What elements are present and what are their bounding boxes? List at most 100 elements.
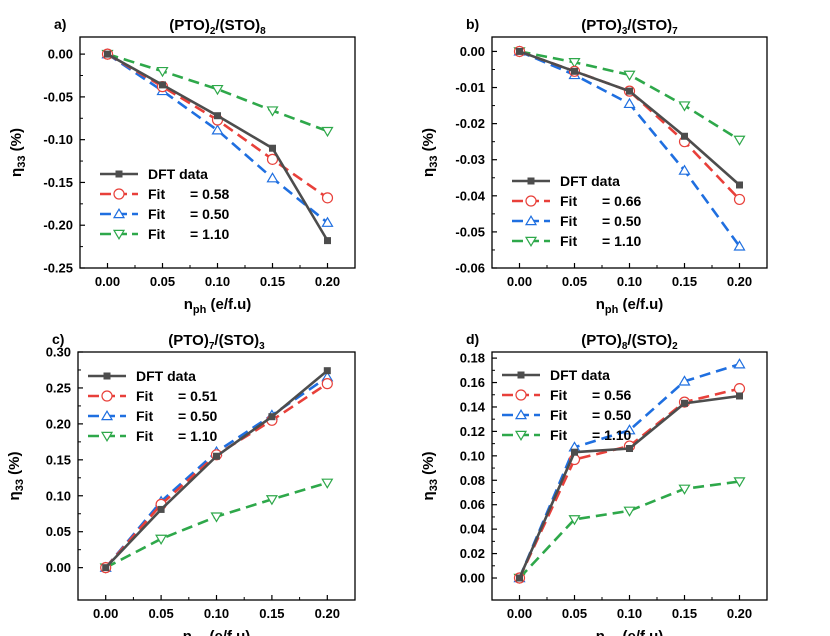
x-axis-label: nph (e/f.u) <box>596 296 664 316</box>
legend: DFT data Fit = 0.51 Fit = 0.50 Fit = 1.10 <box>88 368 218 444</box>
data-point <box>321 378 333 390</box>
data-point <box>159 81 166 89</box>
data-point <box>733 193 746 206</box>
legend: DFT data Fit = 0.56 Fit = 0.50 Fit = 1.10 <box>502 367 632 443</box>
legend-param: = 0.51 <box>178 388 218 404</box>
legend-marker <box>113 188 125 200</box>
x-tick-label: 0.20 <box>727 606 752 621</box>
data-point <box>214 112 221 120</box>
x-tick-label: 0.20 <box>315 606 340 621</box>
x-axis-label: nph (e/f.u) <box>183 628 251 636</box>
data-point <box>571 67 578 75</box>
y-tick-label: -0.05 <box>43 89 73 104</box>
legend-marker <box>115 170 123 178</box>
y-tick-label: -0.15 <box>43 175 73 190</box>
legend-marker <box>101 390 113 402</box>
data-point <box>516 574 523 582</box>
legend: DFT data Fit = 0.58 Fit = 0.50 Fit = 1.10 <box>100 166 230 242</box>
y-axis-label: η33 (%) <box>420 128 440 177</box>
legend-label: Fit <box>560 233 577 249</box>
legend-marker <box>514 408 528 420</box>
y-tick-label: 0.05 <box>46 524 71 539</box>
x-tick-label: 0.05 <box>150 274 175 289</box>
x-tick-label: 0.00 <box>93 606 118 621</box>
y-tick-label: 0.14 <box>460 399 486 414</box>
legend-marker <box>514 430 528 442</box>
data-point <box>157 505 165 513</box>
data-point <box>516 47 523 55</box>
series-line-2 <box>104 376 329 569</box>
y-tick-label: -0.05 <box>455 224 485 239</box>
x-tick-label: 0.05 <box>562 274 587 289</box>
x-tick-label: 0.05 <box>148 606 173 621</box>
data-point <box>211 124 224 135</box>
panel-title: (PTO)8/(STO)2 <box>581 332 678 352</box>
y-tick-label: 0.16 <box>460 375 485 390</box>
panel-title: (PTO)2/(STO)8 <box>169 17 266 37</box>
data-point <box>568 515 581 526</box>
data-point <box>733 358 746 369</box>
x-tick-label: 0.00 <box>507 606 532 621</box>
legend-label: Fit <box>136 408 153 424</box>
data-point <box>568 58 581 69</box>
y-tick-label: 0.10 <box>460 448 485 463</box>
data-point <box>104 50 111 58</box>
series-line-2 <box>106 53 329 224</box>
legend-marker <box>524 214 538 226</box>
panel-label: a) <box>54 16 66 32</box>
x-axis-label: nph (e/f.u) <box>596 628 664 636</box>
y-tick-label: 0.00 <box>48 47 73 62</box>
y-axis-label: η33 (%) <box>420 452 440 501</box>
y-axis-label: η33 (%) <box>6 452 26 501</box>
data-point <box>681 132 688 140</box>
y-tick-label: -0.02 <box>455 116 485 131</box>
data-point <box>213 452 220 460</box>
data-point <box>268 413 276 421</box>
legend: DFT data Fit = 0.66 Fit = 0.50 Fit = 1.10 <box>512 173 642 249</box>
y-tick-label: 0.10 <box>46 488 71 503</box>
y-tick-label: -0.01 <box>455 80 485 95</box>
data-point <box>269 144 276 152</box>
y-tick-label: -0.10 <box>43 132 73 147</box>
data-point <box>102 564 110 572</box>
x-tick-label: 0.10 <box>204 606 229 621</box>
y-tick-label: 0.12 <box>460 424 485 439</box>
legend-marker <box>524 236 538 248</box>
y-tick-label: -0.03 <box>455 152 485 167</box>
legend-label: Fit <box>148 186 165 202</box>
legend-param: = 0.50 <box>178 408 218 424</box>
y-tick-label: -0.20 <box>43 218 73 233</box>
data-point <box>678 164 691 175</box>
y-tick-label: 0.00 <box>460 44 485 59</box>
x-tick-label: 0.00 <box>507 274 532 289</box>
panel-label: b) <box>466 16 479 32</box>
x-tick-label: 0.15 <box>260 274 285 289</box>
data-point <box>210 512 223 523</box>
x-tick-label: 0.10 <box>205 274 230 289</box>
x-tick-label: 0.10 <box>617 606 642 621</box>
panel-a: 0.00 0.05 0.10 0.15 0.20 0.00 -0.05 -0.10 -0.15 -… <box>8 16 356 316</box>
panel-d: 0.00 0.05 0.10 0.15 0.20 0.00 0.02 0.04 0.06 0.08… <box>420 331 768 636</box>
legend-marker <box>527 177 535 185</box>
data-point <box>321 478 334 489</box>
legend-label: Fit <box>550 427 567 443</box>
data-point <box>733 383 746 395</box>
y-tick-label: 0.04 <box>460 522 486 537</box>
legend-param: = 0.50 <box>190 206 230 222</box>
y-tick-label: 0.25 <box>46 380 71 395</box>
data-point <box>571 448 578 456</box>
legend-param: = 1.10 <box>602 233 642 249</box>
data-point <box>678 101 691 112</box>
legend-marker <box>112 207 126 219</box>
y-tick-label: 0.18 <box>460 351 485 366</box>
legend-marker <box>525 195 537 207</box>
data-point <box>623 97 636 109</box>
legend-label: DFT data <box>560 173 620 189</box>
y-tick-label: -0.25 <box>43 261 73 276</box>
data-point <box>678 375 691 386</box>
data-point <box>733 240 746 251</box>
data-point <box>321 192 334 204</box>
legend-marker <box>515 389 527 401</box>
panel-label: c) <box>52 331 64 347</box>
series-line-3 <box>107 52 328 133</box>
